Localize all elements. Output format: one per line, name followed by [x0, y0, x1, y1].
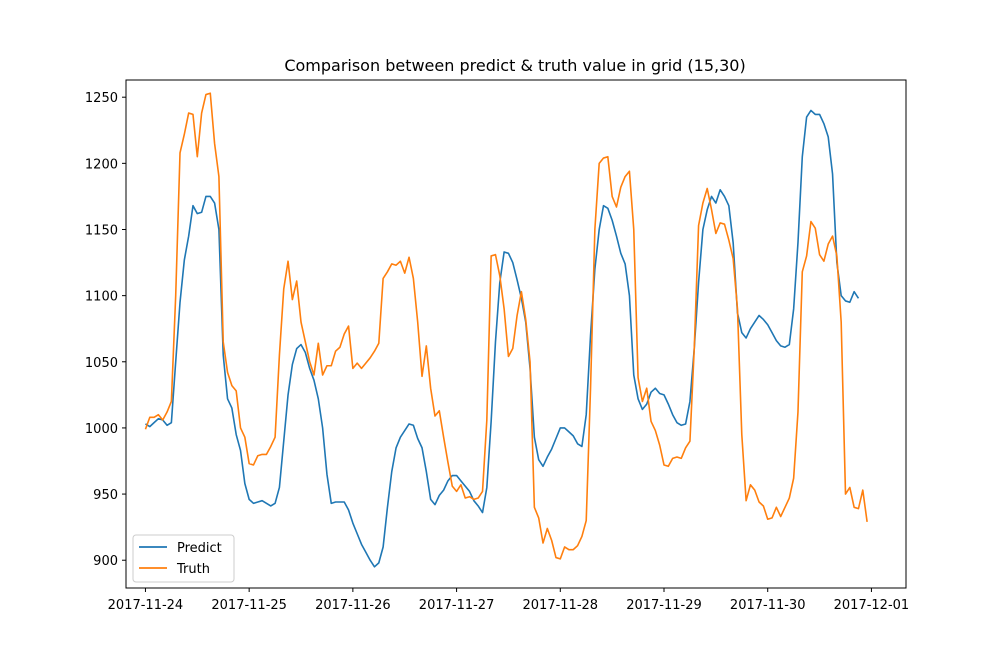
y-axis: 900 950 1000 1050 1100 1150 1200 1250: [85, 91, 126, 569]
x-tick-label: 2017-12-01: [834, 598, 910, 613]
y-tick-label: 1000: [85, 422, 118, 437]
x-tick-label: 2017-11-29: [626, 598, 702, 613]
x-axis: 2017-11-24 2017-11-25 2017-11-26 2017-11-27…: [108, 588, 910, 613]
y-tick-label: 1150: [85, 223, 118, 238]
series-line-predict: [145, 109, 860, 568]
series-line-truth: [144, 92, 868, 560]
x-tick-label: 2017-11-26: [315, 598, 391, 613]
x-tick-label: 2017-11-25: [211, 598, 287, 613]
y-tick-label: 900: [93, 554, 118, 569]
y-tick-label: 1050: [85, 356, 118, 371]
x-tick-label: 2017-11-24: [108, 598, 184, 613]
x-tick-label: 2017-11-27: [419, 598, 495, 613]
legend: Predict Truth: [132, 534, 235, 583]
legend-label-predict: Predict: [177, 541, 222, 556]
chart-title: Comparison between predict & truth value…: [284, 56, 745, 75]
x-tick-label: 2017-11-30: [730, 598, 806, 613]
y-tick-label: 1100: [85, 290, 118, 305]
plot-area: [125, 79, 907, 589]
legend-label-truth: Truth: [176, 562, 210, 577]
y-tick-label: 1250: [85, 91, 118, 106]
plot-frame: [125, 79, 907, 589]
x-tick-label: 2017-11-28: [523, 598, 599, 613]
series-layer: [144, 92, 868, 568]
y-tick-label: 950: [93, 488, 118, 503]
y-tick-label: 1200: [85, 157, 118, 172]
